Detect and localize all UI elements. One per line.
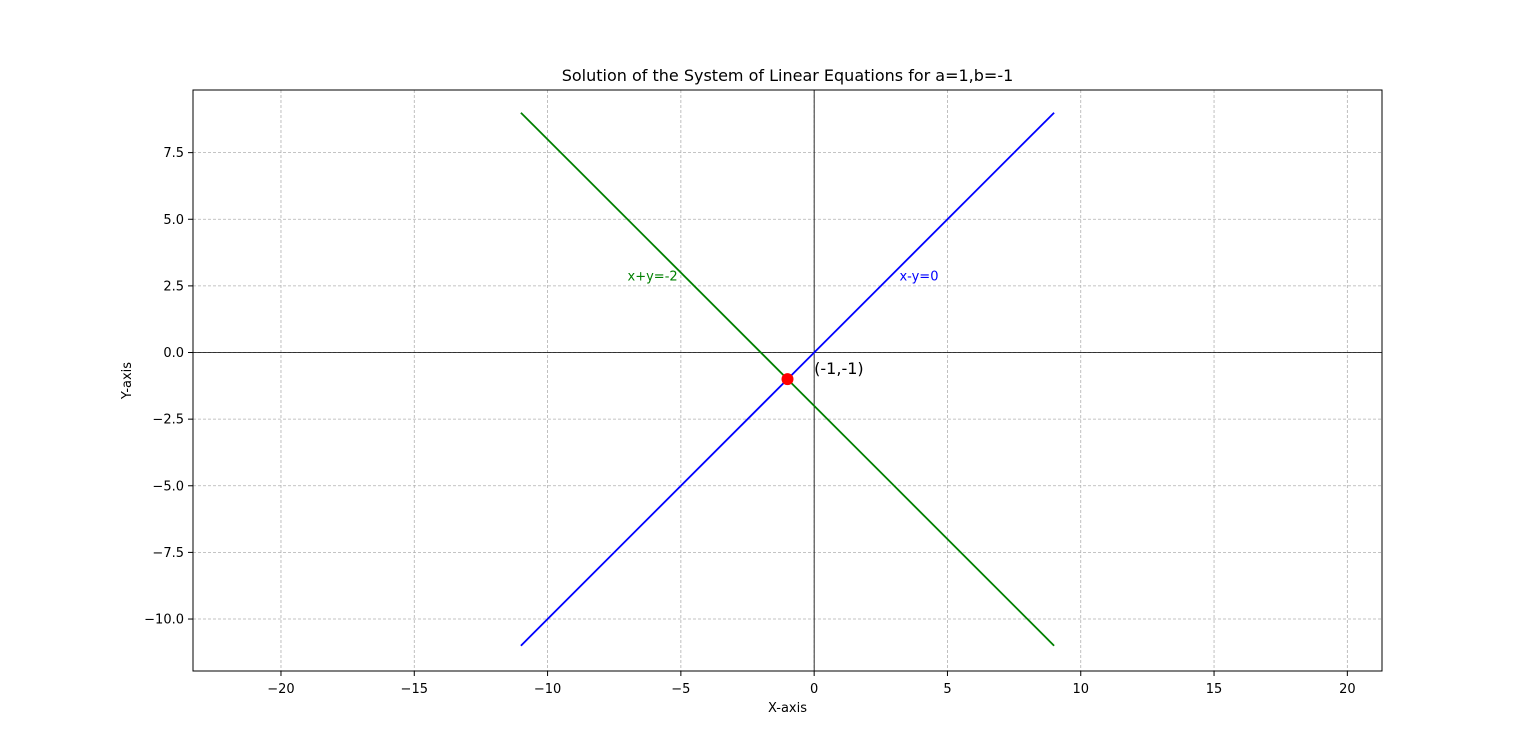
- grid: [193, 90, 1382, 671]
- y-tick-label: −5.0: [152, 479, 184, 494]
- y-tick-label: 7.5: [163, 146, 184, 161]
- y-tick-label: −10.0: [144, 613, 184, 628]
- axis-ticks: −20 −15 −10 −5 0 5 10 15 20 −10.0 −7.5 −5.0 −2.5 0.0 2…: [144, 146, 1355, 697]
- y-tick-label: 0.0: [163, 346, 184, 361]
- series-label-2: x+y=-2: [628, 270, 678, 285]
- x-axis-label: X-axis: [768, 701, 807, 716]
- solution-point-layer: [781, 373, 794, 386]
- x-tick-label: −20: [267, 682, 294, 697]
- solution-point-marker: [781, 373, 794, 386]
- y-tick-label: 5.0: [163, 213, 184, 228]
- x-tick-label: 20: [1339, 682, 1356, 697]
- y-tick-label: −7.5: [152, 546, 184, 561]
- zero-axis-lines: [193, 90, 1382, 671]
- y-axis-label: Y-axis: [120, 362, 135, 400]
- x-tick-label: −5: [671, 682, 690, 697]
- x-tick-label: −15: [401, 682, 428, 697]
- x-tick-label: 5: [943, 682, 951, 697]
- y-tick-label: 2.5: [163, 279, 184, 294]
- solution-point-label: (-1,-1): [814, 359, 863, 378]
- x-tick-label: 15: [1206, 682, 1223, 697]
- x-tick-label: 10: [1072, 682, 1089, 697]
- chart-title: Solution of the System of Linear Equatio…: [562, 66, 1014, 85]
- x-tick-label: −10: [534, 682, 561, 697]
- series-label-1: x-y=0: [899, 270, 938, 285]
- annotations: x-y=0 x+y=-2 (-1,-1): [628, 270, 939, 378]
- y-tick-label: −2.5: [152, 413, 184, 428]
- x-tick-label: 0: [810, 682, 818, 697]
- plot-area-frame: [192, 89, 1383, 672]
